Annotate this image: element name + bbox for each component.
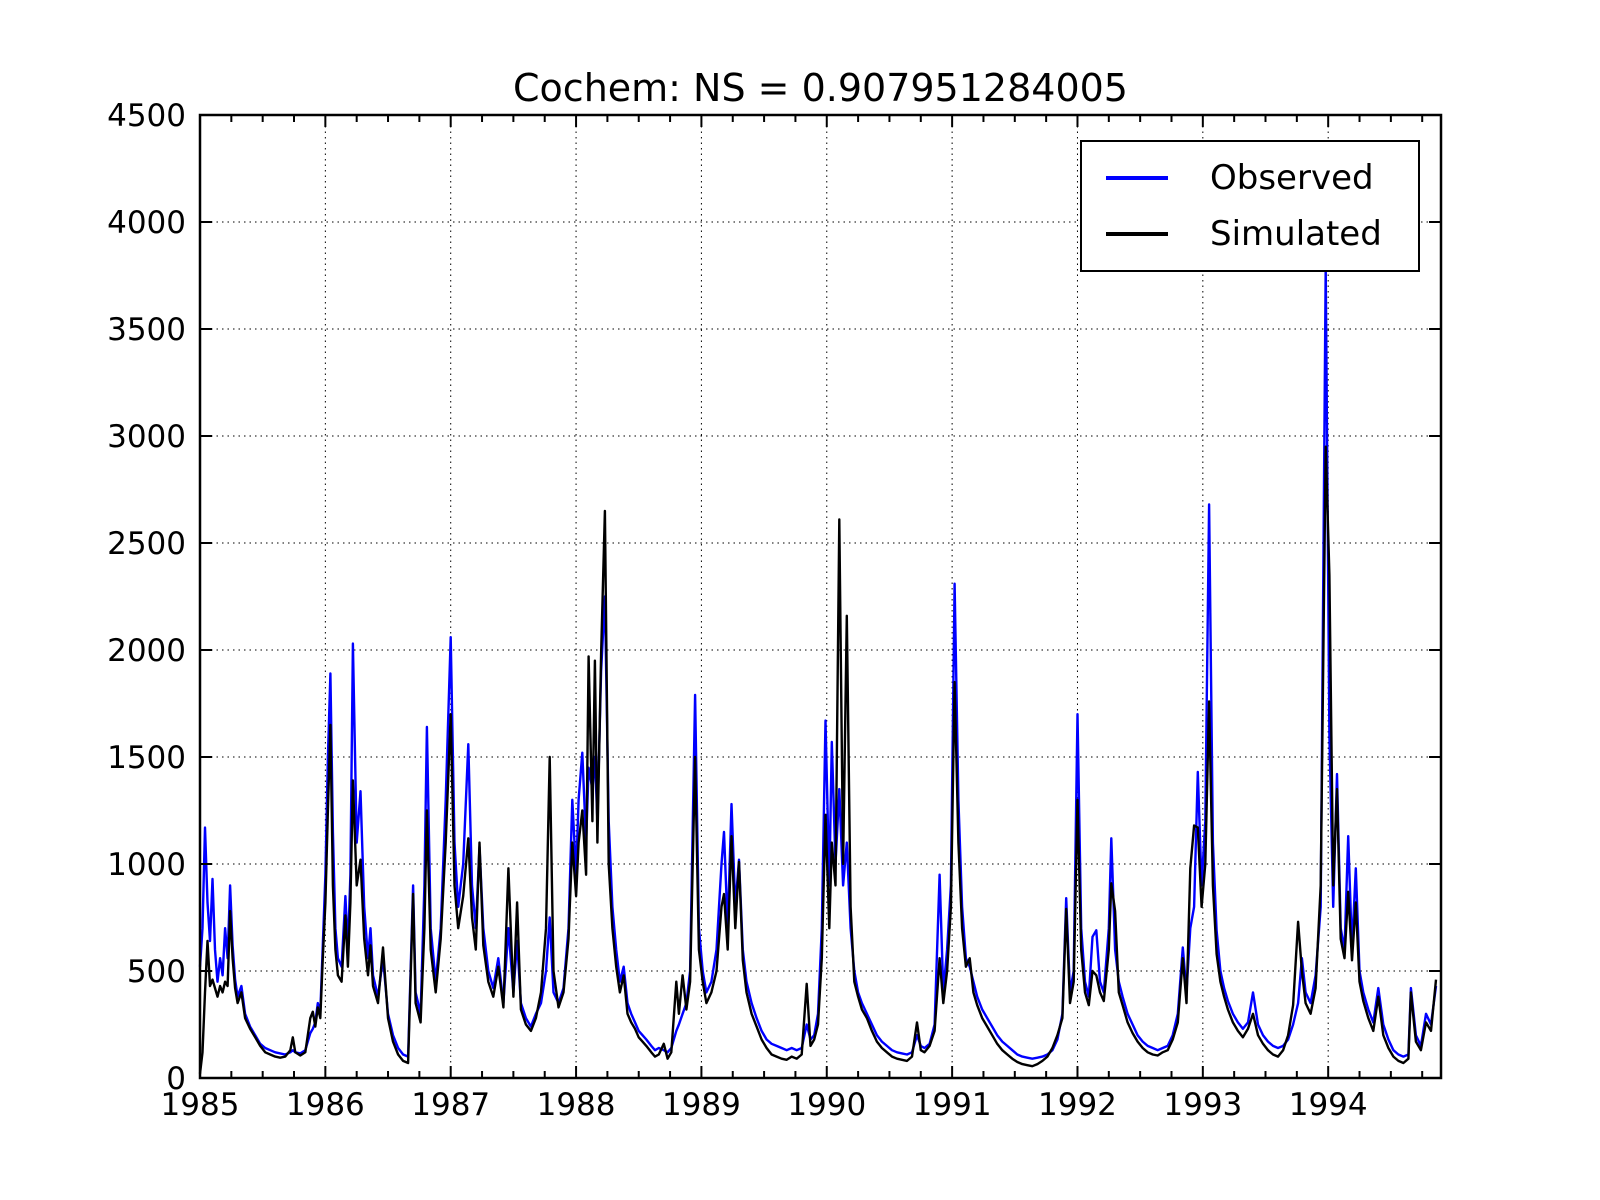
series-observed xyxy=(198,265,1438,1060)
x-tick-label: 1985 xyxy=(161,1087,240,1123)
legend-line-simulated-icon xyxy=(1106,232,1168,236)
x-tick-label: 1988 xyxy=(537,1087,616,1123)
axes-frame xyxy=(198,113,1443,1080)
legend-line-observed-icon xyxy=(1106,176,1168,180)
legend-label-observed: Observed xyxy=(1210,158,1374,198)
x-tick-label: 1991 xyxy=(913,1087,992,1123)
y-tick-label: 4000 xyxy=(107,205,186,241)
y-tick-label: 2500 xyxy=(107,526,186,562)
x-tick-label: 1993 xyxy=(1163,1087,1242,1123)
legend-item-simulated: Simulated xyxy=(1082,214,1418,254)
x-tick-label: 1987 xyxy=(411,1087,490,1123)
series-simulated xyxy=(198,445,1438,1074)
legend-item-observed: Observed xyxy=(1082,158,1418,198)
y-tick-label: 500 xyxy=(127,954,186,990)
legend: Observed Simulated xyxy=(1080,140,1420,272)
y-tick-label: 2000 xyxy=(107,633,186,669)
y-tick-label: 1500 xyxy=(107,740,186,776)
y-tick-label: 1000 xyxy=(107,847,186,883)
legend-label-simulated: Simulated xyxy=(1210,214,1382,254)
chart-title: Cochem: NS = 0.907951284005 xyxy=(513,66,1128,110)
y-tick-label: 4500 xyxy=(107,98,186,134)
x-tick-label: 1992 xyxy=(1038,1087,1117,1123)
x-tick-label: 1994 xyxy=(1289,1087,1368,1123)
x-tick-label: 1989 xyxy=(662,1087,741,1123)
x-tick-label: 1986 xyxy=(286,1087,365,1123)
x-tick-label: 1990 xyxy=(787,1087,866,1123)
y-tick-label: 3000 xyxy=(107,419,186,455)
y-tick-label: 3500 xyxy=(107,312,186,348)
y-tick-label: 0 xyxy=(166,1061,186,1097)
